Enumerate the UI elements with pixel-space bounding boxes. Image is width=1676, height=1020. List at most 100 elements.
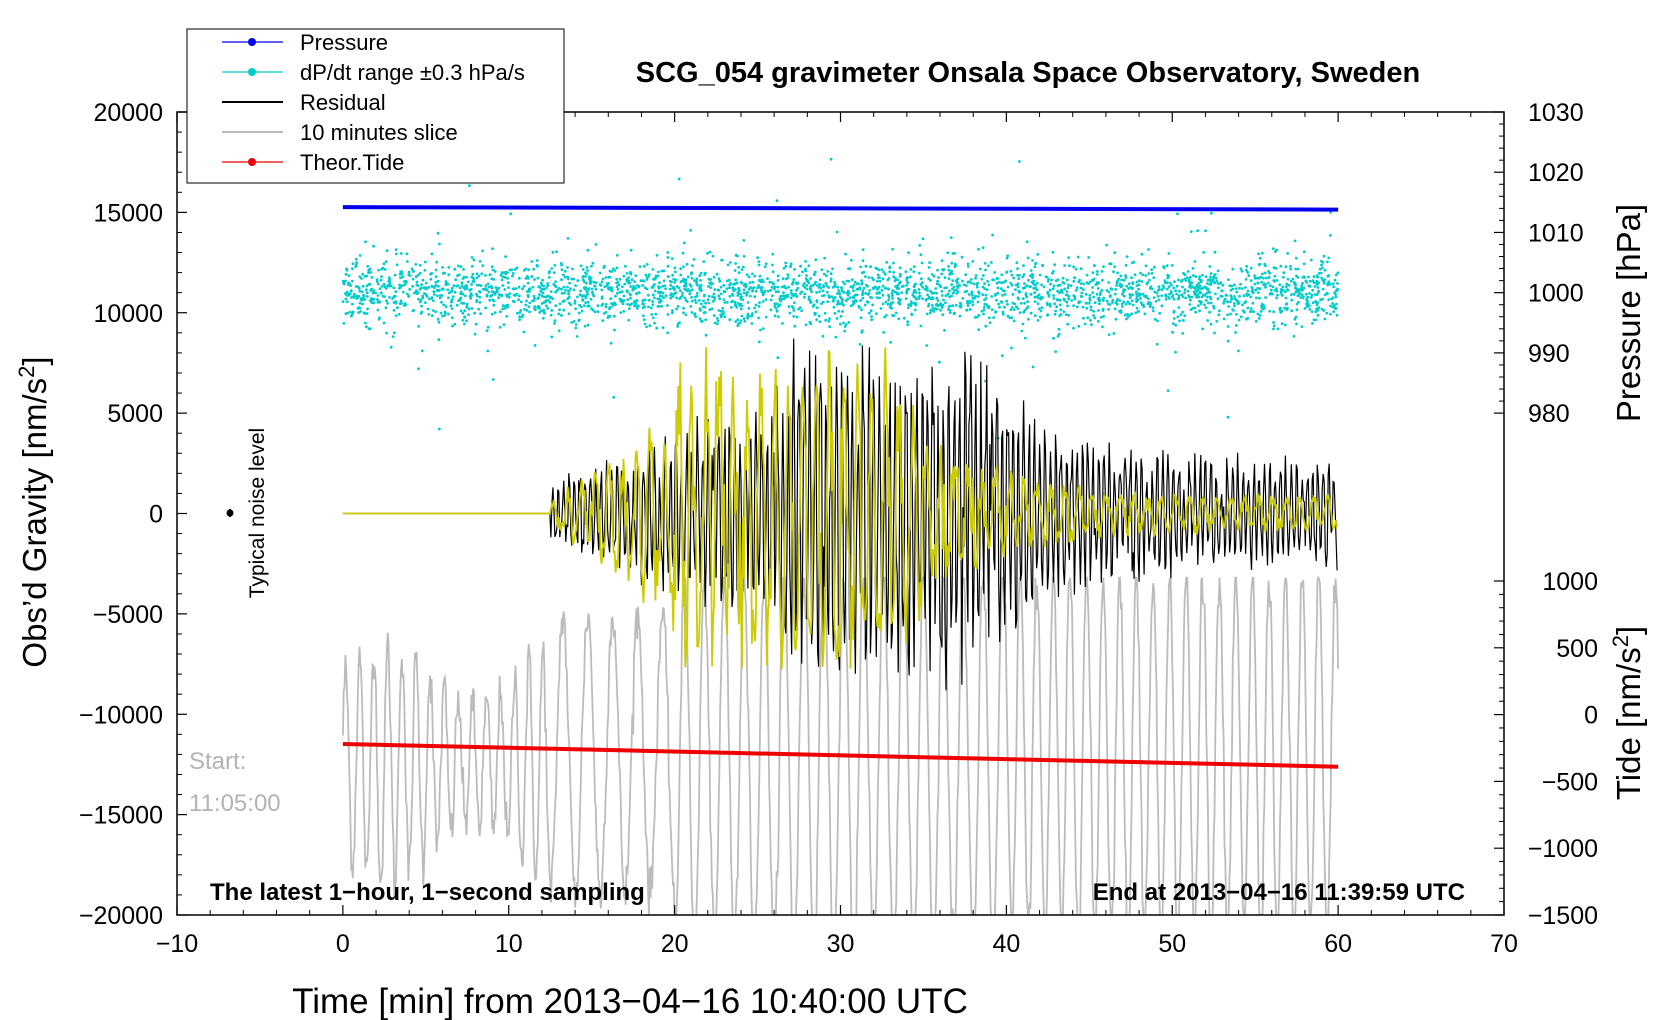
dpdt-point [1085,273,1089,277]
dpdt-point [1072,294,1076,297]
dpdt-point [1017,297,1021,301]
dpdt-point [1323,293,1327,297]
dpdt-point [929,289,932,293]
dpdt-point [797,274,801,277]
dpdt-point [1016,273,1020,277]
dpdt-point [492,278,495,281]
dpdt-point [468,295,472,298]
dpdt-point [358,306,362,310]
dpdt-point [420,310,424,314]
dpdt-point [539,281,543,285]
dpdt-point [711,295,714,299]
dpdt-point [909,300,913,304]
dpdt-point [889,303,893,307]
dpdt-point [443,313,447,317]
dpdt-point [776,285,780,289]
dpdt-point [759,286,762,290]
dpdt-point [924,285,928,288]
dpdt-point [1244,286,1247,289]
dpdt-point [493,292,497,296]
dpdt-point [764,262,768,266]
dpdt-point [706,251,709,255]
dpdt-point [790,291,793,295]
dpdt-point [1329,312,1332,316]
dpdt-point [629,285,633,288]
dpdt-point [591,261,595,265]
dpdt-point [493,270,497,273]
dpdt-point [1011,293,1015,296]
dpdt-point [478,295,481,299]
dpdt-point [944,294,948,298]
x-tick-label: 30 [827,930,855,958]
dpdt-point [513,294,517,297]
legend-swatch-marker [248,68,256,76]
dpdt-point [1294,283,1298,287]
dpdt-point [385,299,388,303]
dpdt-point [1025,284,1029,287]
dpdt-point [531,299,534,303]
slice-series [342,574,1339,915]
dpdt-point [342,282,346,286]
dpdt-point [522,330,526,334]
dpdt-point [1312,275,1316,279]
dpdt-point [948,311,952,314]
dpdt-point [718,297,722,301]
dpdt-point [904,297,908,300]
dpdt-point [420,349,424,353]
dpdt-point [793,267,796,271]
pressure-tick-label: 1010 [1528,219,1584,247]
dpdt-point [560,263,563,267]
dpdt-point [1063,282,1066,285]
dpdt-point [676,325,679,328]
dpdt-point [1019,301,1023,305]
dpdt-point [1216,269,1220,273]
dpdt-point [366,295,369,298]
dpdt-point [926,289,929,292]
legend-swatch-marker [248,38,256,46]
dpdt-point [822,284,825,288]
dpdt-point [1212,304,1215,308]
dpdt-point [465,284,468,287]
start-label: Start: [189,748,246,775]
dpdt-point [1095,273,1099,276]
dpdt-point [351,262,355,266]
dpdt-point [1036,319,1040,322]
dpdt-point [1167,296,1171,299]
x-tick-label: 70 [1490,930,1518,958]
dpdt-point [1264,276,1268,280]
dpdt-point [1204,298,1208,302]
dpdt-point [528,301,532,305]
dpdt-point [795,288,798,292]
dpdt-point [722,290,726,293]
dpdt-point [1302,262,1306,266]
dpdt-point [475,272,479,276]
dpdt-point [703,305,707,309]
dpdt-point [434,284,438,287]
dpdt-point [447,296,450,300]
dpdt-point [566,275,570,279]
dpdt-point [843,282,847,286]
dpdt-point [635,291,638,295]
dpdt-point [747,275,751,279]
dpdt-point [1144,274,1148,277]
dpdt-point [754,310,758,314]
dpdt-point [939,285,943,289]
dpdt-point [1306,299,1309,303]
dpdt-point [667,275,670,278]
dpdt-point [893,279,897,283]
dpdt-point [600,280,604,284]
dpdt-point [526,281,530,285]
dpdt-point [690,288,694,292]
dpdt-point [533,278,536,281]
dpdt-point [642,279,646,283]
dpdt-point [732,282,735,286]
dpdt-point [977,247,980,251]
dpdt-point [836,285,839,289]
dpdt-point [896,278,900,282]
dpdt-point [1008,316,1012,320]
dpdt-point [1089,305,1093,309]
dpdt-point [874,266,878,270]
dpdt-point [825,290,829,294]
dpdt-point [481,264,485,268]
